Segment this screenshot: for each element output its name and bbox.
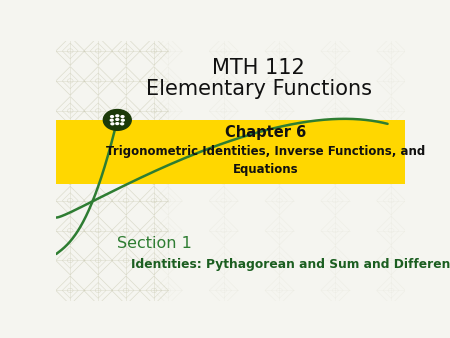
Circle shape <box>120 115 125 118</box>
Circle shape <box>110 115 114 118</box>
Circle shape <box>121 119 125 122</box>
Circle shape <box>115 114 119 117</box>
Text: Identities: Pythagorean and Sum and Difference: Identities: Pythagorean and Sum and Diff… <box>131 258 450 271</box>
Text: MTH 112: MTH 112 <box>212 58 305 78</box>
Text: Equations: Equations <box>233 163 298 176</box>
Text: Trigonometric Identities, Inverse Functions, and: Trigonometric Identities, Inverse Functi… <box>106 145 425 158</box>
Circle shape <box>104 110 131 130</box>
Circle shape <box>115 122 119 125</box>
Text: Elementary Functions: Elementary Functions <box>145 79 372 99</box>
Circle shape <box>115 118 119 121</box>
FancyBboxPatch shape <box>56 120 405 184</box>
Circle shape <box>120 122 124 125</box>
Text: Chapter 6: Chapter 6 <box>225 125 306 140</box>
Circle shape <box>110 122 115 125</box>
Text: Section 1: Section 1 <box>117 236 192 251</box>
Circle shape <box>109 119 114 122</box>
